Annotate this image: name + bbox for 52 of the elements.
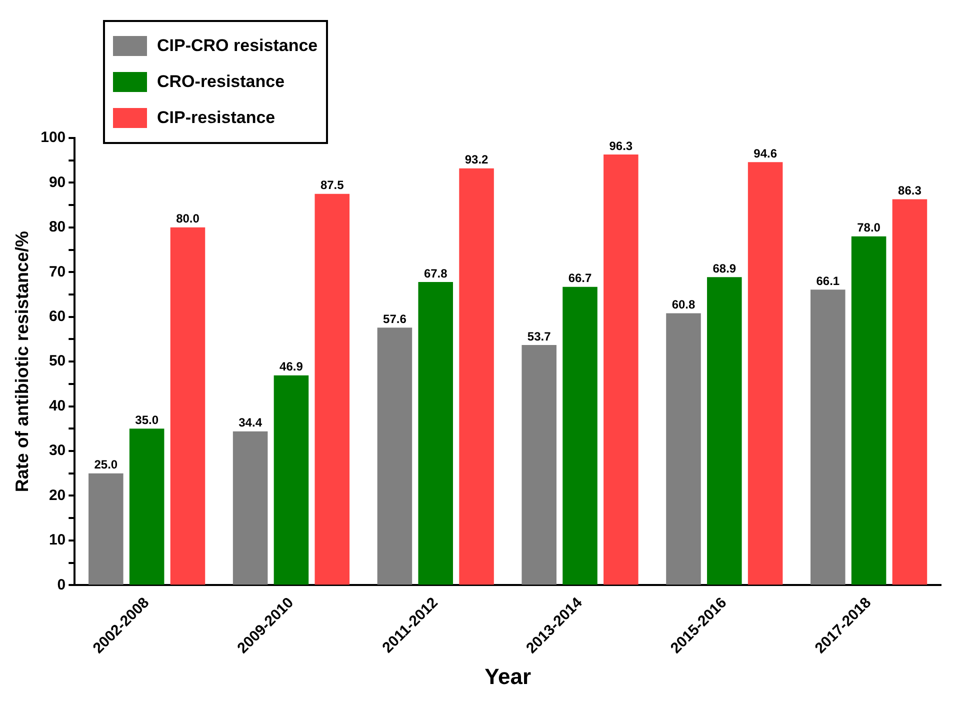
bar <box>562 286 598 585</box>
bar <box>892 199 928 585</box>
y-tick-label: 10 <box>48 532 66 549</box>
bar <box>851 236 886 585</box>
y-tick-label: 80 <box>48 218 66 236</box>
data-label: 34.4 <box>238 416 262 430</box>
bar <box>459 168 494 585</box>
data-label: 66.7 <box>568 271 592 286</box>
data-label: 80.0 <box>176 212 200 226</box>
legend-label: CRO-resistance <box>157 72 285 92</box>
bar <box>274 375 309 585</box>
bar <box>88 473 124 585</box>
y-tick-label: 50 <box>48 352 66 370</box>
data-label: 67.8 <box>424 266 448 280</box>
y-axis-title: Rate of antibiotic resistance/% <box>12 231 32 492</box>
data-label: 57.6 <box>383 312 407 326</box>
legend-label: CIP-resistance <box>157 108 276 128</box>
bar <box>748 162 783 585</box>
bar <box>170 227 206 585</box>
y-tick-label: 20 <box>48 486 66 504</box>
bar <box>666 313 701 585</box>
bar <box>314 194 350 585</box>
bar <box>129 428 164 585</box>
y-tick-label: 100 <box>40 129 66 146</box>
data-label: 53.7 <box>527 329 552 344</box>
bar <box>232 431 268 585</box>
data-label: 78.0 <box>857 220 881 235</box>
data-label: 25.0 <box>94 458 118 472</box>
data-label: 68.9 <box>712 261 736 276</box>
bar <box>810 290 846 585</box>
bar <box>604 154 638 585</box>
y-tick-label: 40 <box>48 397 66 414</box>
bar <box>377 328 412 585</box>
y-tick-label: 90 <box>48 174 66 191</box>
data-label: 60.8 <box>672 298 696 312</box>
data-label: 66.1 <box>816 274 840 288</box>
data-label: 94.6 <box>754 146 778 160</box>
data-label: 46.9 <box>280 360 304 374</box>
data-label: 93.2 <box>464 152 489 167</box>
bar <box>418 282 454 585</box>
legend-label: CIP-CRO resistance <box>157 36 318 56</box>
y-tick-label: 0 <box>57 576 66 594</box>
data-label: 35.0 <box>135 412 159 427</box>
data-label: 86.3 <box>898 184 922 198</box>
data-label: 87.5 <box>320 178 344 192</box>
x-axis-title: Year <box>484 664 532 689</box>
y-tick-label: 30 <box>48 442 66 460</box>
data-label: 96.3 <box>609 138 633 153</box>
y-tick-label: 70 <box>48 263 66 280</box>
bar <box>522 345 556 585</box>
bar <box>707 277 742 585</box>
y-tick-label: 60 <box>48 308 66 325</box>
